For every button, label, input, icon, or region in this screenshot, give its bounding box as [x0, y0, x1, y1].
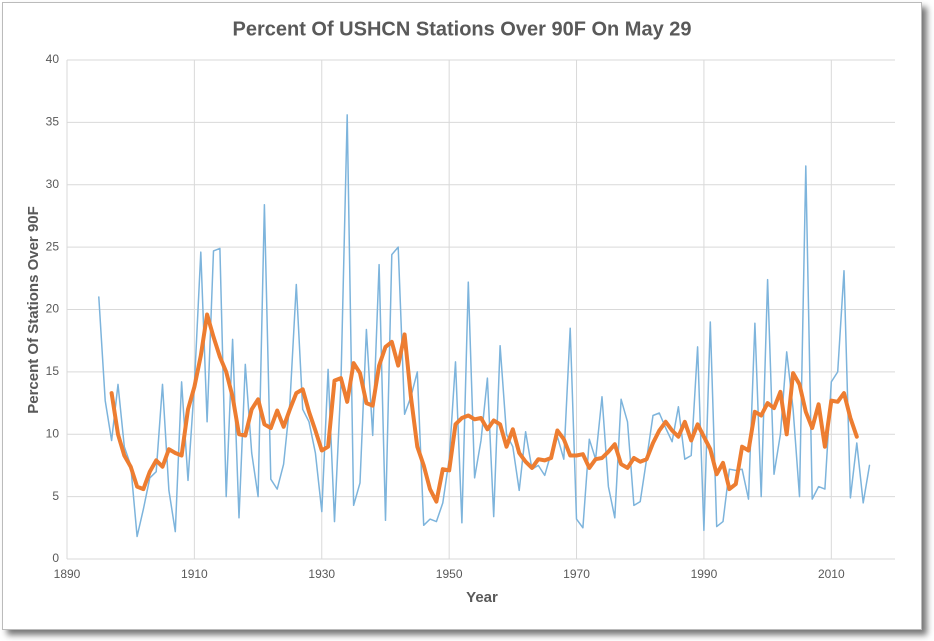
- y-tick-label: 10: [46, 426, 60, 440]
- y-tick-label: 20: [46, 302, 60, 316]
- x-axis-title: Year: [466, 589, 498, 606]
- x-tick-label: 2010: [818, 567, 845, 581]
- y-tick-label: 30: [46, 177, 60, 191]
- x-tick-label: 1890: [54, 567, 81, 581]
- chart-title: Percent Of USHCN Stations Over 90F On Ma…: [232, 18, 691, 40]
- y-tick-label: 25: [46, 239, 60, 253]
- y-tick-label: 35: [46, 115, 60, 129]
- y-tick-label: 15: [46, 364, 60, 378]
- x-tick-label: 1990: [691, 567, 718, 581]
- y-tick-label: 40: [46, 52, 60, 66]
- x-tick-label: 1970: [563, 567, 590, 581]
- y-tick-label: 0: [52, 551, 59, 565]
- data-line: [98, 114, 871, 538]
- y-tick-label: 5: [52, 489, 59, 503]
- x-tick-label: 1910: [181, 567, 208, 581]
- x-tick-label: 1950: [436, 567, 463, 581]
- y-axis-title: Percent Of Stations Over 90F: [25, 206, 42, 414]
- x-tick-label: 1930: [308, 567, 335, 581]
- data-line: [109, 312, 859, 504]
